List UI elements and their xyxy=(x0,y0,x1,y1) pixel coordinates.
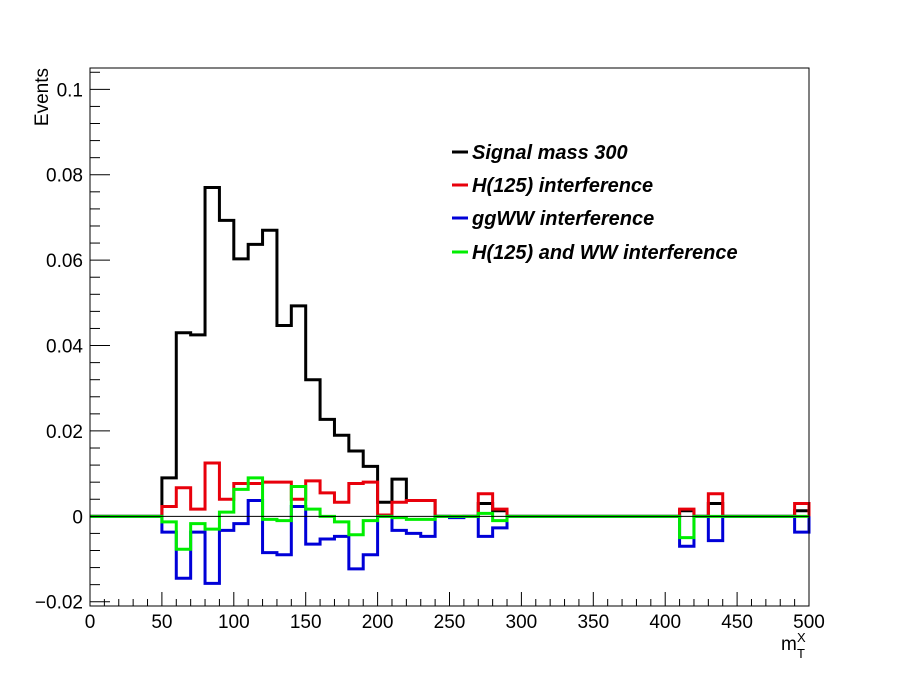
y-tick-label: −0.02 xyxy=(35,593,83,614)
legend-label-h125-ww: H(125) and WW interference xyxy=(472,242,738,264)
x-tick-label: 500 xyxy=(793,612,825,633)
x-tick-label: 350 xyxy=(577,612,609,633)
x-tick-label: 200 xyxy=(362,612,394,633)
series-h125-interference-line xyxy=(90,461,811,518)
series-ggww-interference-line xyxy=(90,499,811,585)
legend-label-ggww: ggWW interference xyxy=(471,208,654,230)
x-tick-label: 0 xyxy=(85,612,96,633)
legend: Signal mass 300 H(125) interference ggWW… xyxy=(452,142,738,264)
legend-label-h125: H(125) interference xyxy=(472,175,653,197)
x-tick-label: 250 xyxy=(434,612,466,633)
x-tick-label: 450 xyxy=(721,612,753,633)
x-tick-label: 400 xyxy=(649,612,681,633)
x-tick-label: 100 xyxy=(218,612,250,633)
y-tick-label: 0.02 xyxy=(46,422,83,443)
y-tick-label: 0.08 xyxy=(46,166,83,187)
y-axis-title: Events xyxy=(32,68,53,126)
x-tick-label: 50 xyxy=(151,612,172,633)
y-tick-label: 0.06 xyxy=(46,251,83,272)
x-tick-label: 300 xyxy=(506,612,538,633)
y-tick-label: 0.1 xyxy=(57,80,83,101)
y-tick-label: 0 xyxy=(72,507,83,528)
x-axis-title: m xyxy=(781,634,797,655)
x-axis-title-subscript: T xyxy=(797,646,805,661)
x-axis-title-superscript: X xyxy=(797,630,806,645)
axis-layer: 0 50 100 150 200 250 300 350 400 450 500−0.0200.02… xyxy=(35,71,825,633)
x-tick-label: 150 xyxy=(290,612,322,633)
y-tick-label: 0.04 xyxy=(46,337,83,358)
legend-label-signal: Signal mass 300 xyxy=(472,142,628,164)
